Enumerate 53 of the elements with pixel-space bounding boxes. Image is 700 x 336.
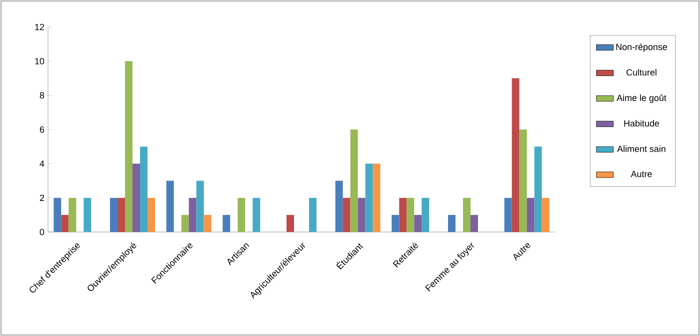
legend-label: Aime le goût — [616, 94, 666, 103]
bar — [342, 198, 350, 232]
y-tick-label: 4 — [40, 160, 44, 167]
bar — [448, 214, 456, 232]
bar — [84, 198, 92, 232]
bar — [238, 198, 246, 232]
bar — [365, 164, 373, 232]
y-tick-label: 12 — [35, 24, 44, 30]
y-tick-label: 6 — [40, 126, 44, 133]
y-tick-label: 10 — [35, 58, 44, 64]
bar — [526, 198, 534, 232]
bar — [222, 214, 230, 232]
bar — [512, 78, 520, 232]
bar — [519, 129, 527, 232]
bar — [422, 198, 430, 232]
bar — [414, 214, 422, 232]
bar — [188, 198, 196, 232]
bar — [392, 214, 400, 232]
y-tick-label: 2 — [40, 194, 44, 201]
legend-label: Culturel — [626, 68, 656, 76]
y-tick-label: 8 — [40, 92, 44, 99]
bar — [140, 146, 148, 232]
bar — [504, 198, 512, 232]
legend-label: Habitude — [624, 120, 660, 127]
legend-label: Non-réponse — [616, 43, 668, 52]
bar — [54, 198, 62, 232]
bar — [335, 180, 343, 232]
bar — [542, 198, 550, 232]
bar — [196, 180, 204, 232]
bar — [252, 198, 260, 232]
bar — [204, 214, 212, 232]
legend-label: Autre — [630, 170, 652, 178]
bar — [68, 198, 76, 232]
bar — [148, 198, 155, 232]
bar — [358, 198, 366, 232]
y-tick-label: 0 — [40, 228, 44, 236]
legend-label: Aliment sain — [617, 145, 666, 152]
bar — [125, 61, 132, 232]
bar — [118, 198, 125, 232]
bar — [406, 198, 414, 232]
bar — [350, 129, 358, 232]
bar — [110, 198, 118, 232]
bar — [309, 198, 317, 232]
bar — [132, 164, 140, 232]
bar — [534, 146, 542, 232]
bar — [399, 198, 407, 232]
bar — [61, 214, 69, 232]
bar — [166, 180, 174, 232]
bar — [286, 214, 294, 232]
bar — [181, 214, 189, 232]
bar — [470, 214, 478, 232]
bar — [372, 164, 380, 232]
bar — [463, 198, 471, 232]
